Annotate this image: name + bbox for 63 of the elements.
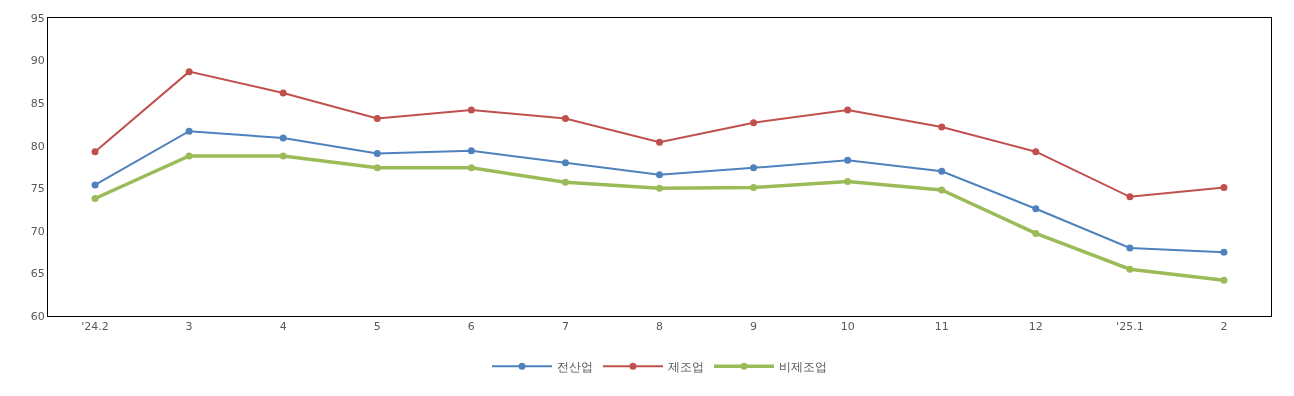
point: [91, 195, 99, 202]
point: [373, 114, 381, 122]
point: [938, 167, 946, 175]
x-tick-label: 8: [656, 320, 663, 334]
point: [467, 147, 475, 155]
point: [656, 138, 663, 146]
point: [561, 114, 569, 122]
x-tick-label: 10: [840, 320, 855, 334]
point: [656, 184, 663, 192]
point: [185, 152, 193, 160]
point: [750, 164, 758, 172]
point: [844, 156, 852, 164]
point: [467, 106, 475, 114]
y-tick-label: 80: [30, 139, 45, 153]
x-tick-label: 9: [750, 320, 758, 334]
point: [938, 186, 946, 194]
point: [656, 171, 663, 179]
point: [185, 127, 193, 135]
point: [1220, 248, 1228, 256]
point: [750, 183, 758, 191]
point: [279, 89, 287, 97]
x-tick-label: 7: [561, 320, 569, 334]
y-tick-label: 95: [30, 11, 45, 25]
point: [373, 149, 381, 157]
x-tick-label: 12: [1028, 320, 1043, 334]
x-tick-label: 5: [373, 320, 381, 334]
y-tick-label: 85: [30, 96, 45, 110]
x-tick-label: 4: [279, 320, 287, 334]
point: [91, 181, 99, 189]
x-tick-label: '24.2: [81, 320, 109, 334]
x-tick-label: 11: [934, 320, 949, 334]
point: [373, 164, 381, 172]
point: [561, 159, 569, 167]
point: [1220, 276, 1228, 284]
y-tick-label: 90: [30, 54, 45, 68]
point: [844, 106, 852, 114]
point: [1126, 244, 1134, 252]
x-tick-label: 3: [185, 320, 193, 334]
point: [91, 148, 99, 156]
legend-label: 비제조업: [779, 359, 827, 374]
point: [279, 152, 287, 160]
point: [185, 68, 193, 76]
x-tick-label: 2: [1220, 320, 1228, 334]
point: [1220, 183, 1228, 191]
x-tick-label: '25.1: [1116, 320, 1144, 334]
y-tick-label: 60: [30, 309, 45, 323]
point: [279, 134, 287, 142]
point: [1032, 205, 1040, 213]
point: [938, 123, 946, 131]
point: [1032, 229, 1040, 237]
legend-label: 전산업: [557, 359, 593, 374]
point: [750, 119, 758, 127]
legend-label: 제조업: [668, 359, 704, 374]
x-tick-label: 6: [467, 320, 475, 334]
y-tick-label: 75: [30, 182, 45, 196]
point: [561, 178, 569, 186]
y-tick-label: 65: [30, 267, 45, 281]
point: [1126, 265, 1134, 273]
point: [1126, 193, 1134, 201]
point: [844, 177, 852, 185]
point: [1032, 148, 1040, 156]
point: [467, 164, 475, 172]
y-tick-label: 70: [30, 224, 45, 238]
